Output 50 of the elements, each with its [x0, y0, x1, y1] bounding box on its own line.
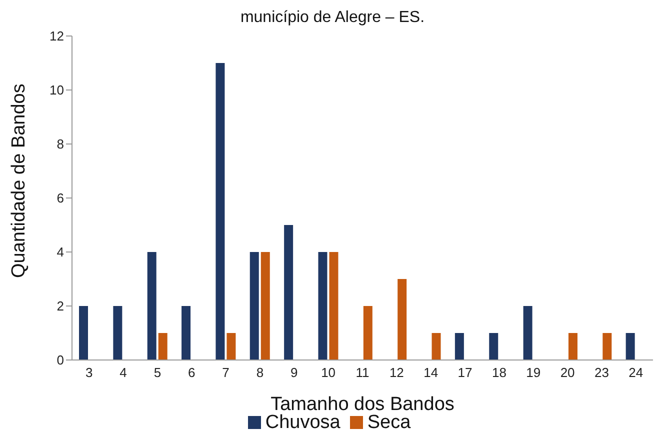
bar [158, 333, 168, 360]
x-tick-label: 7 [222, 365, 230, 380]
bar [113, 306, 122, 360]
x-tick-label: 5 [154, 365, 162, 380]
y-axis-title: Quantidade de Bandos [8, 84, 30, 278]
x-tick-label: 10 [321, 365, 336, 380]
bar [79, 306, 88, 360]
x-tick-label: 3 [85, 365, 93, 380]
bar [363, 306, 372, 360]
y-tick-label: 4 [56, 244, 64, 260]
bar [432, 333, 441, 360]
x-axis-title: Tamanho dos Bandos [270, 394, 454, 415]
bar [329, 252, 338, 360]
bar [523, 306, 532, 360]
bar [568, 333, 578, 360]
y-tick-label: 10 [50, 82, 64, 98]
legend-label: Seca [367, 412, 411, 433]
y-tick-label: 8 [56, 136, 64, 152]
bar [216, 63, 225, 360]
x-tick-label: 9 [290, 365, 298, 380]
y-tick-label: 2 [56, 298, 64, 314]
bar [260, 252, 270, 360]
bar [398, 279, 407, 360]
x-tick-label: 19 [526, 365, 541, 380]
bar [250, 252, 259, 360]
x-tick-label: 8 [256, 365, 264, 380]
x-tick-label: 18 [492, 365, 506, 380]
bar [147, 252, 156, 360]
x-tick-label: 23 [594, 365, 609, 380]
x-tick-label: 14 [424, 365, 438, 380]
y-tick-label: 12 [50, 28, 64, 44]
bar [489, 333, 498, 360]
bar [182, 306, 191, 360]
bar [284, 225, 294, 360]
x-tick-label: 11 [356, 365, 370, 380]
chart-title: município de Alegre – ES. [239, 8, 426, 28]
bar [602, 333, 612, 360]
y-tick-label: 6 [56, 190, 64, 206]
x-tick-label: 12 [389, 365, 404, 380]
x-tick-label: 4 [120, 365, 127, 380]
x-tick-label: 17 [458, 365, 472, 380]
y-tick-label: 0 [56, 352, 64, 368]
bar [626, 333, 635, 360]
bar [226, 333, 236, 360]
x-tick-label: 6 [188, 365, 196, 380]
bar [454, 333, 464, 360]
legend-label: Chuvosa [265, 412, 340, 433]
x-tick-label: 24 [628, 365, 644, 380]
bar [318, 252, 328, 360]
x-tick-label: 20 [560, 365, 575, 380]
